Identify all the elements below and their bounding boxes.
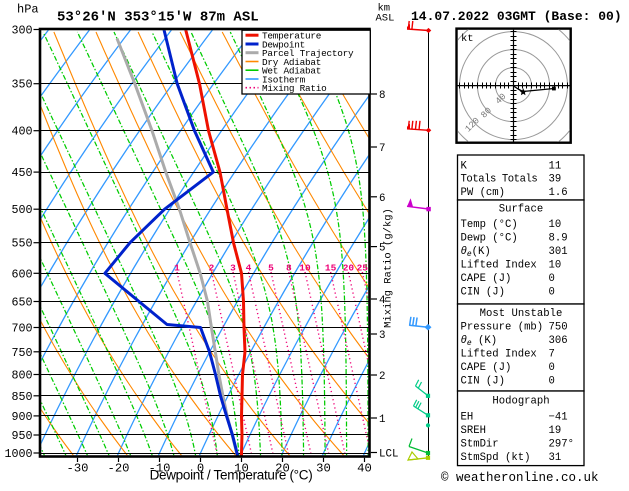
- svg-text:8.9: 8.9: [549, 233, 568, 245]
- svg-text:53°26'N 353°15'W 87m ASL: 53°26'N 353°15'W 87m ASL: [57, 10, 259, 26]
- svg-text:6: 6: [379, 193, 385, 205]
- svg-text:31: 31: [549, 452, 562, 464]
- svg-text:-10: -10: [149, 462, 171, 476]
- svg-text:600: 600: [11, 267, 32, 281]
- svg-text:hPa: hPa: [17, 3, 39, 17]
- svg-text:StmDir: StmDir: [461, 439, 499, 451]
- svg-text:30: 30: [316, 462, 331, 476]
- svg-text:700: 700: [11, 322, 32, 336]
- svg-text:950: 950: [11, 429, 32, 443]
- svg-text:3: 3: [379, 330, 385, 342]
- svg-text:K: K: [461, 161, 468, 173]
- svg-text:0: 0: [549, 362, 555, 374]
- svg-text:CIN (J): CIN (J): [461, 287, 506, 299]
- svg-text:7: 7: [549, 349, 555, 361]
- svg-text:Dewp (°C): Dewp (°C): [461, 233, 518, 245]
- svg-text:900: 900: [11, 410, 32, 424]
- svg-text:0: 0: [549, 287, 555, 299]
- svg-text:19: 19: [549, 425, 562, 437]
- svg-text:20: 20: [275, 462, 290, 476]
- svg-text:θe (K): θe (K): [461, 335, 498, 348]
- svg-text:θe(K): θe(K): [461, 246, 491, 259]
- svg-text:20: 20: [343, 263, 355, 274]
- svg-text:Mixing Ratio (g/kg): Mixing Ratio (g/kg): [383, 208, 395, 328]
- svg-text:Pressure (mb): Pressure (mb): [461, 322, 544, 334]
- svg-text:5: 5: [268, 263, 274, 274]
- svg-text:10: 10: [299, 263, 311, 274]
- svg-text:Isotherm: Isotherm: [262, 74, 306, 85]
- svg-text:500: 500: [11, 203, 32, 217]
- svg-text:SREH: SREH: [461, 425, 486, 437]
- svg-text:10: 10: [234, 462, 249, 476]
- svg-text:Dewpoint: Dewpoint: [262, 39, 305, 50]
- svg-text:2: 2: [209, 263, 215, 274]
- svg-text:PW (cm): PW (cm): [461, 187, 506, 199]
- svg-text:Temp (°C): Temp (°C): [461, 219, 518, 231]
- svg-text:8: 8: [379, 90, 385, 102]
- svg-text:11: 11: [549, 161, 562, 173]
- svg-text:850: 850: [11, 390, 32, 404]
- svg-text:4: 4: [379, 295, 385, 307]
- svg-text:25: 25: [357, 263, 369, 274]
- svg-text:15: 15: [325, 263, 337, 274]
- svg-text:Mixing Ratio: Mixing Ratio: [262, 83, 327, 94]
- svg-text:kt: kt: [461, 33, 474, 45]
- svg-text:Surface: Surface: [499, 204, 544, 216]
- svg-text:400: 400: [11, 125, 32, 139]
- svg-text:−41: −41: [549, 412, 568, 424]
- svg-text:10: 10: [549, 260, 562, 272]
- svg-text:300: 300: [11, 24, 32, 38]
- svg-text:350: 350: [11, 78, 32, 92]
- svg-text:10: 10: [549, 219, 562, 231]
- svg-text:3: 3: [230, 263, 236, 274]
- svg-text:2: 2: [379, 371, 385, 383]
- svg-text:0: 0: [549, 273, 555, 285]
- svg-text:-30: -30: [67, 462, 89, 476]
- svg-text:800: 800: [11, 369, 32, 383]
- svg-text:0: 0: [197, 462, 204, 476]
- svg-text:7: 7: [379, 143, 385, 155]
- svg-text:650: 650: [11, 296, 32, 310]
- svg-text:Parcel Trajectory: Parcel Trajectory: [262, 48, 354, 59]
- svg-text:14.07.2022 03GMT (Base: 00): 14.07.2022 03GMT (Base: 00): [411, 9, 622, 24]
- svg-text:Lifted Index: Lifted Index: [461, 349, 537, 361]
- svg-text:1: 1: [379, 414, 385, 426]
- svg-text:306: 306: [549, 335, 568, 347]
- svg-text:Lifted Index: Lifted Index: [461, 260, 537, 272]
- svg-text:5: 5: [379, 243, 385, 255]
- svg-text:750: 750: [549, 322, 568, 334]
- svg-text:-20: -20: [108, 462, 130, 476]
- svg-text:CAPE (J): CAPE (J): [461, 362, 512, 374]
- svg-text:LCL: LCL: [379, 449, 398, 461]
- svg-text:39: 39: [549, 174, 562, 186]
- svg-text:Totals Totals: Totals Totals: [461, 174, 538, 186]
- svg-text:StmSpd (kt): StmSpd (kt): [461, 452, 531, 464]
- svg-text:Dewpoint / Temperature (°C): Dewpoint / Temperature (°C): [150, 468, 313, 483]
- svg-text:Wet Adiabat: Wet Adiabat: [262, 66, 321, 77]
- svg-text:ASL: ASL: [376, 13, 395, 25]
- svg-text:40: 40: [357, 462, 372, 476]
- svg-text:297°: 297°: [549, 439, 574, 451]
- svg-text:Hodograph: Hodograph: [492, 396, 549, 408]
- svg-text:550: 550: [11, 237, 32, 251]
- svg-text:CAPE (J): CAPE (J): [461, 273, 512, 285]
- svg-text:301: 301: [549, 246, 568, 258]
- svg-text:1.6: 1.6: [549, 187, 568, 199]
- svg-text:km: km: [378, 3, 391, 15]
- svg-text:750: 750: [11, 346, 32, 360]
- svg-text:450: 450: [11, 166, 32, 180]
- svg-text:© weatheronline.co.uk: © weatheronline.co.uk: [441, 471, 599, 485]
- svg-text:CIN (J): CIN (J): [461, 376, 506, 388]
- svg-text:Temperature: Temperature: [262, 31, 322, 42]
- svg-text:1: 1: [174, 263, 180, 274]
- svg-text:1000: 1000: [4, 447, 32, 461]
- svg-text:8: 8: [286, 263, 292, 274]
- svg-text:Most Unstable: Most Unstable: [480, 308, 563, 320]
- svg-text:EH: EH: [461, 412, 474, 424]
- svg-text:0: 0: [549, 376, 555, 388]
- svg-text:4: 4: [246, 263, 252, 274]
- svg-text:Dry Adiabat: Dry Adiabat: [262, 57, 321, 68]
